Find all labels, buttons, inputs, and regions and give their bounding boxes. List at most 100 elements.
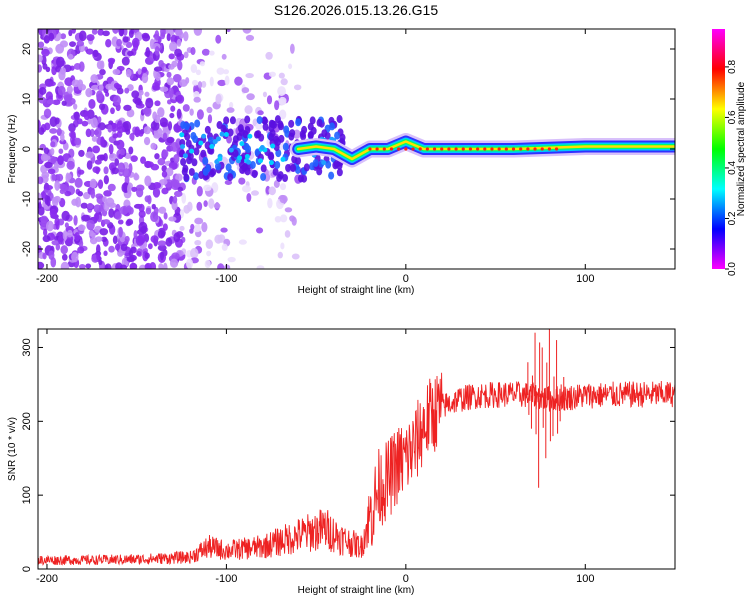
noise-blob [288,63,293,70]
x-tick-label: -100 [215,573,237,585]
noise-blob [108,208,115,218]
signal-blob [272,167,279,176]
noise-blob [96,90,103,101]
noise-blob [91,29,98,35]
noise-blob [57,235,64,245]
noise-blob [153,132,161,139]
noise-blob [201,221,208,233]
noise-blob [246,93,255,101]
signal-blob [325,160,332,169]
noise-blob [128,146,134,155]
signal-blob [239,165,246,174]
noise-blob [128,249,133,257]
noise-blob [196,201,203,211]
signal-blob [295,118,302,127]
noise-blob [120,243,128,252]
noise-blob [78,30,87,42]
noise-blob [74,177,83,188]
noise-blob [68,123,76,133]
noise-blob [251,190,259,196]
noise-blob [284,230,291,238]
noise-blob [274,215,282,223]
noise-blob [289,215,296,222]
noise-blob [89,178,97,189]
noise-blob [38,261,45,269]
noise-blob [209,76,214,87]
peak-dot [382,147,386,151]
noise-blob [130,155,138,162]
snr-ylabel: SNR (10 * v/v) [7,417,18,481]
noise-blob [38,176,44,185]
noise-blob [112,29,119,34]
noise-blob [98,204,103,212]
noise-blob [217,79,227,87]
colorbar-tick-label: 0.8 [727,60,738,74]
noise-blob [189,108,194,116]
noise-blob [145,207,152,215]
y-tick-label: 300 [21,338,33,356]
noise-blob [122,168,132,178]
noise-blob [277,251,283,259]
noise-blob [190,247,199,259]
noise-blob [255,122,263,130]
noise-blob [57,85,66,96]
noise-blob [172,195,178,204]
signal-blob [232,149,239,158]
signal-blob [297,174,304,183]
noise-blob [93,212,100,221]
peak-dot [519,147,523,151]
colorbar-ticks: 0.0 0.2 0.4 0.6 0.8 [725,60,738,276]
noise-blob [68,29,73,37]
noise-blob [52,99,61,106]
noise-blob [166,77,175,86]
noise-blob [206,106,213,114]
noise-blob [177,186,184,192]
signal-blob [316,167,323,176]
noise-blob [59,40,69,48]
noise-blob [85,263,92,269]
noise-blob [157,244,167,252]
noise-blob [241,185,251,193]
noise-blob [154,30,160,41]
signal-blob [276,173,283,182]
signal-blob [301,125,308,134]
signal-blob [291,155,298,164]
noise-blob [241,87,250,94]
noise-blob [108,58,115,65]
peak-dot [375,147,379,151]
signal-blob [237,124,244,133]
noise-blob [168,216,177,222]
noise-blob [38,127,45,135]
noise-blob [150,235,159,243]
noise-blob [168,53,175,60]
snr-frame [37,328,676,570]
signal-blob [277,120,284,129]
spectrogram-ylabel: Frequency (Hz) [7,115,18,184]
noise-blob [166,71,172,78]
noise-blob [42,235,51,243]
noise-blob [268,71,276,78]
signal-blob [242,130,249,139]
noise-blob [142,34,151,42]
noise-blob [78,83,87,91]
noise-blob [131,186,138,192]
noise-blob [172,74,182,83]
noise-blob [145,98,154,109]
signal-blob [307,122,314,131]
noise-blob [62,230,68,241]
signal-peak [189,148,195,154]
signal-blob [191,158,198,167]
noise-blob [63,142,68,151]
noise-blob [98,103,106,111]
noise-blob [175,173,183,182]
signal-peak [223,131,229,137]
noise-blob [190,223,195,231]
noise-blob [45,220,54,232]
signal-blob [202,167,209,176]
noise-blob [119,264,128,269]
noise-blob [59,188,66,195]
signal-peak [268,160,274,166]
noise-blob [154,153,160,160]
noise-blob [193,96,201,103]
noise-blob [74,232,80,242]
